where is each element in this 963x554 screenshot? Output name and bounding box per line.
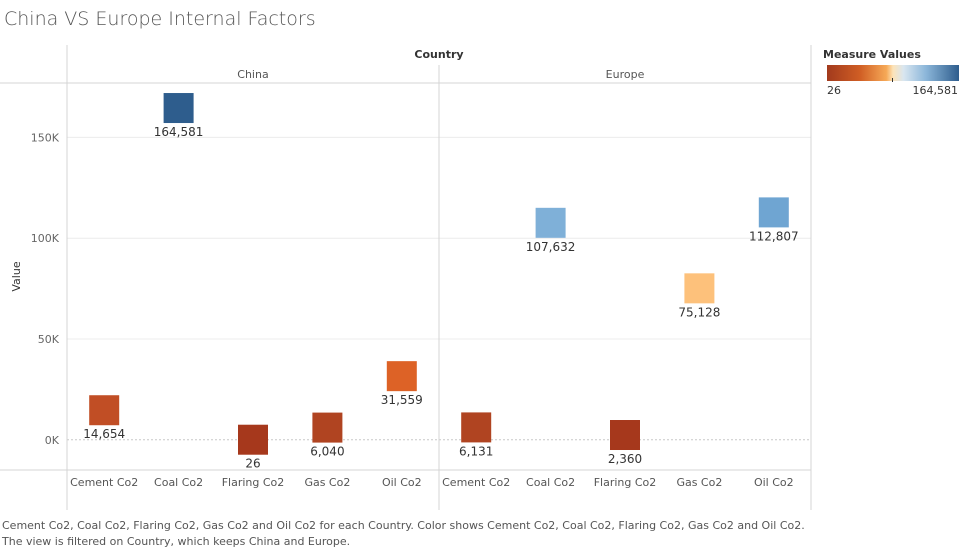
footnote-line-1: Cement Co2, Coal Co2, Flaring Co2, Gas C… <box>2 519 805 532</box>
legend-title: Measure Values <box>823 48 921 61</box>
legend-tick <box>892 78 893 82</box>
chart-title: China VS Europe Internal Factors <box>4 8 316 30</box>
x-tick-label: Gas Co2 <box>304 476 350 489</box>
data-label: 112,807 <box>749 229 799 243</box>
legend-max-label: 164,581 <box>912 84 959 97</box>
data-label: 2,360 <box>608 452 642 466</box>
data-mark <box>610 420 640 451</box>
legend-min-label: 26 <box>827 84 841 97</box>
data-mark <box>238 424 268 455</box>
data-label: 6,040 <box>310 445 344 459</box>
data-mark <box>684 273 715 304</box>
y-tick-label: 0K <box>45 434 60 447</box>
x-tick-label: Flaring Co2 <box>594 476 657 489</box>
data-mark <box>163 93 194 124</box>
x-tick-label: Oil Co2 <box>382 476 422 489</box>
panel-header-china: China <box>237 68 268 81</box>
footnote-line-2: The view is filtered on Country, which k… <box>2 535 351 548</box>
data-mark <box>461 412 492 443</box>
legend-color-ramp <box>827 65 959 81</box>
x-tick-label: Coal Co2 <box>154 476 203 489</box>
y-tick-label: 100K <box>31 232 60 245</box>
data-mark <box>535 207 566 238</box>
footnote: Cement Co2, Coal Co2, Flaring Co2, Gas C… <box>2 518 962 550</box>
data-label: 26 <box>245 457 260 471</box>
data-label: 14,654 <box>83 427 125 441</box>
data-label: 164,581 <box>154 125 204 139</box>
panel-header-europe: Europe <box>606 68 645 81</box>
column-header: Country <box>414 48 463 61</box>
x-tick-label: Gas Co2 <box>676 476 722 489</box>
data-label: 107,632 <box>526 240 576 254</box>
x-tick-label: Flaring Co2 <box>222 476 285 489</box>
data-mark <box>386 361 417 392</box>
x-tick-label: Coal Co2 <box>526 476 575 489</box>
data-label: 75,128 <box>678 305 720 319</box>
x-tick-label: Cement Co2 <box>70 476 138 489</box>
data-label: 6,131 <box>459 444 493 458</box>
x-tick-label: Cement Co2 <box>442 476 510 489</box>
y-tick-label: 150K <box>31 131 60 144</box>
x-tick-label: Oil Co2 <box>754 476 794 489</box>
data-label: 31,559 <box>381 393 423 407</box>
data-mark <box>758 197 789 228</box>
y-axis-label: Value <box>10 261 23 291</box>
data-mark <box>312 412 343 443</box>
data-mark <box>89 395 120 426</box>
y-tick-label: 50K <box>38 333 60 346</box>
